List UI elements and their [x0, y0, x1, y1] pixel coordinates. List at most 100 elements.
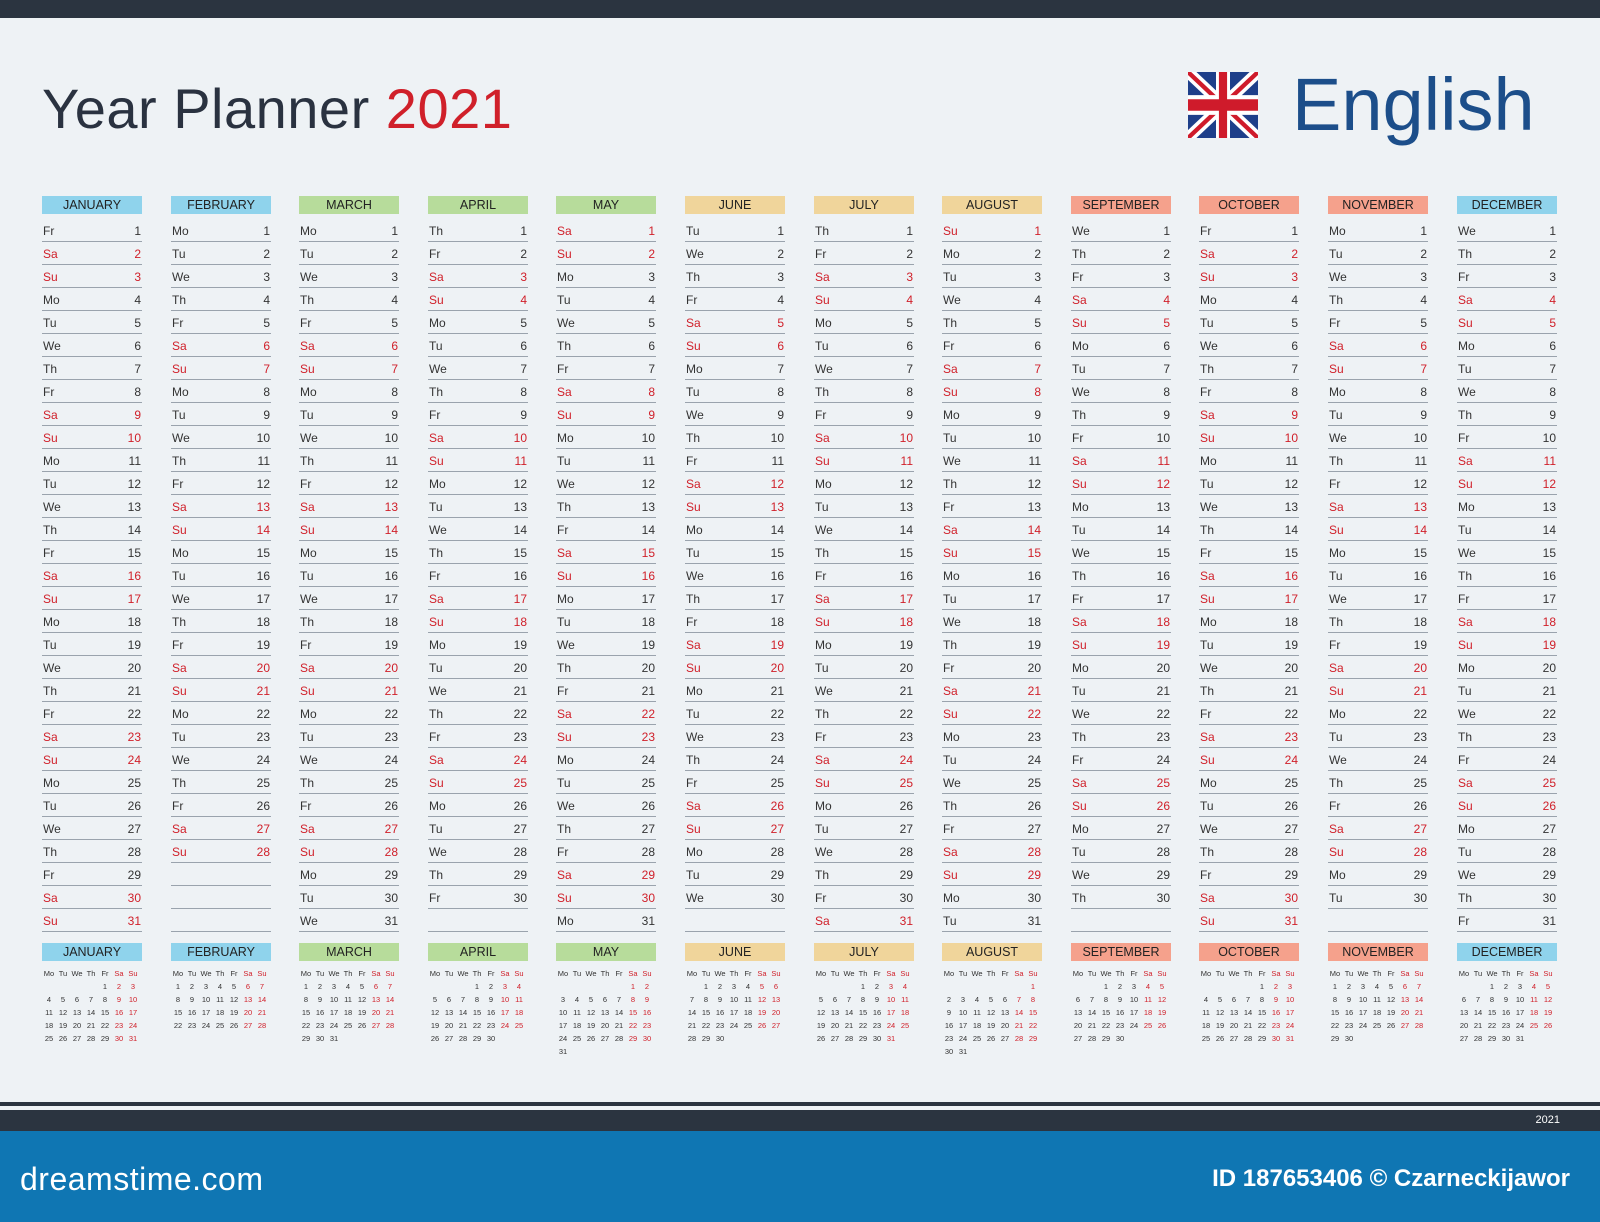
weekday-label: Fr: [943, 339, 955, 353]
weekday-label: Fr: [1200, 385, 1212, 399]
day-row: Su 12: [1457, 472, 1557, 495]
mini-day: 30: [1501, 1034, 1511, 1043]
day-number: 24: [384, 753, 398, 767]
mini-day: 14: [1414, 995, 1424, 1004]
weekday-label: Mo: [943, 247, 960, 261]
day-row: Sa 20: [299, 656, 399, 679]
mini-month-header: NOVEMBER: [1328, 943, 1428, 961]
day-number: 20: [384, 661, 398, 675]
day-row: Sa 13: [171, 495, 271, 518]
day-row: Sa 10: [428, 426, 528, 449]
day-number: 26: [513, 799, 527, 813]
day-number: 11: [1543, 454, 1556, 468]
day-number: 14: [1542, 523, 1556, 537]
weekday-label: Fr: [172, 799, 184, 813]
day-row: Mo 5: [814, 311, 914, 334]
mini-day: 29: [100, 1034, 110, 1043]
day-row: Sa 20: [171, 656, 271, 679]
day-number: 5: [391, 316, 398, 330]
weekday-label: Th: [815, 707, 830, 721]
weekday-label: Mo: [557, 753, 574, 767]
day-number: 13: [384, 500, 398, 514]
mini-month-header: MARCH: [299, 943, 399, 961]
day-row: Mo 22: [299, 702, 399, 725]
weekday-label: We: [300, 270, 318, 284]
day-row: Fr 29: [1199, 863, 1299, 886]
weekday-label: Fr: [557, 845, 569, 859]
day-row: Mo 8: [1328, 380, 1428, 403]
weekday-label: Tu: [429, 661, 443, 675]
mini-day: 4: [574, 995, 580, 1004]
mini-calendar-april: APRIL Mo Tu We Th Fr Sa Su 1 2 3 4 5 6 7 8 9 10 11 12 13 14 15…: [428, 943, 528, 1043]
day-row: Sa 6: [299, 334, 399, 357]
mini-day: 27: [72, 1034, 82, 1043]
weekday-label: Tu: [1200, 477, 1214, 491]
mini-day: 19: [357, 1008, 367, 1017]
mini-day: 1: [1103, 982, 1109, 991]
mini-day: 20: [771, 1008, 781, 1017]
image-id-credit: ID 187653406 © Czarneckijawor: [1212, 1165, 1570, 1192]
day-row: We 12: [556, 472, 656, 495]
day-number: 10: [1027, 431, 1041, 445]
day-row: Su 16: [556, 564, 656, 587]
day-number: 20: [1542, 661, 1556, 675]
weekday-label: Tu: [1329, 730, 1343, 744]
weekday-label: Fr: [43, 707, 55, 721]
weekday-label: Tu: [172, 247, 186, 261]
mini-day: 12: [430, 1008, 440, 1017]
mini-day: 30: [114, 1034, 124, 1043]
weekday-label: Mo: [300, 868, 317, 882]
weekday-label: Th: [1329, 454, 1344, 468]
weekday-label: Th: [172, 454, 187, 468]
mini-day: 21: [1243, 1021, 1253, 1030]
mini-day: 2: [317, 982, 323, 991]
day-row: We 19: [556, 633, 656, 656]
mini-day: 16: [642, 1008, 652, 1017]
day-row: Tu 28: [1071, 840, 1171, 863]
mini-day: 26: [757, 1021, 767, 1030]
mini-day: 9: [1273, 995, 1279, 1004]
weekday-label: Sa: [1200, 891, 1215, 905]
day-number: 11: [900, 454, 913, 468]
day-row: Su 19: [1457, 633, 1557, 656]
mini-day: 4: [1374, 982, 1380, 991]
weekday-label: Sa: [686, 477, 701, 491]
weekday-label: Su: [686, 500, 701, 514]
mini-day: 10: [329, 995, 339, 1004]
day-number: 13: [1284, 500, 1298, 514]
day-number: 17: [1413, 592, 1427, 606]
mini-weekday-label: Su: [514, 969, 524, 978]
day-number: 23: [1284, 730, 1298, 744]
weekday-label: Su: [815, 615, 830, 629]
weekday-label: Fr: [43, 868, 55, 882]
mini-day: 10: [1515, 995, 1525, 1004]
weekday-label: Sa: [815, 592, 830, 606]
month-column-february: FEBRUARY Mo 1 Tu 2 We 3 Th 4 Fr 5 Sa 6 Su 7 Mo 8 Tu 9 We 10 T…: [171, 196, 271, 932]
weekday-label: Tu: [1458, 845, 1472, 859]
mini-day: 14: [687, 1008, 697, 1017]
mini-day: 5: [432, 995, 438, 1004]
day-number: 1: [648, 224, 655, 238]
day-row: Sa 6: [1328, 334, 1428, 357]
day-number: 5: [1420, 316, 1427, 330]
mini-day: 30: [872, 1034, 882, 1043]
mini-day: 25: [343, 1021, 353, 1030]
mini-day: 2: [488, 982, 494, 991]
month-column-june: JUNE Tu 1 We 2 Th 3 Fr 4 Sa 5 Su 6 Mo 7 Tu 8 We 9 Th 10 Fr 11 S…: [685, 196, 785, 932]
mini-day: 27: [771, 1021, 781, 1030]
day-row: We 20: [1199, 656, 1299, 679]
day-number: 14: [1156, 523, 1170, 537]
day-number: 2: [520, 247, 527, 261]
mini-day: 19: [58, 1021, 68, 1030]
day-number: 26: [770, 799, 784, 813]
mini-day: 7: [1245, 995, 1251, 1004]
day-row: Tu 1: [685, 219, 785, 242]
day-row: Mo 4: [42, 288, 142, 311]
day-row: Mo 19: [814, 633, 914, 656]
day-number: 1: [1549, 224, 1556, 238]
empty-row: [428, 909, 528, 932]
day-number: 2: [1291, 247, 1298, 261]
day-row: Mo 18: [1199, 610, 1299, 633]
day-number: 3: [1420, 270, 1427, 284]
mini-day: 5: [1388, 982, 1394, 991]
